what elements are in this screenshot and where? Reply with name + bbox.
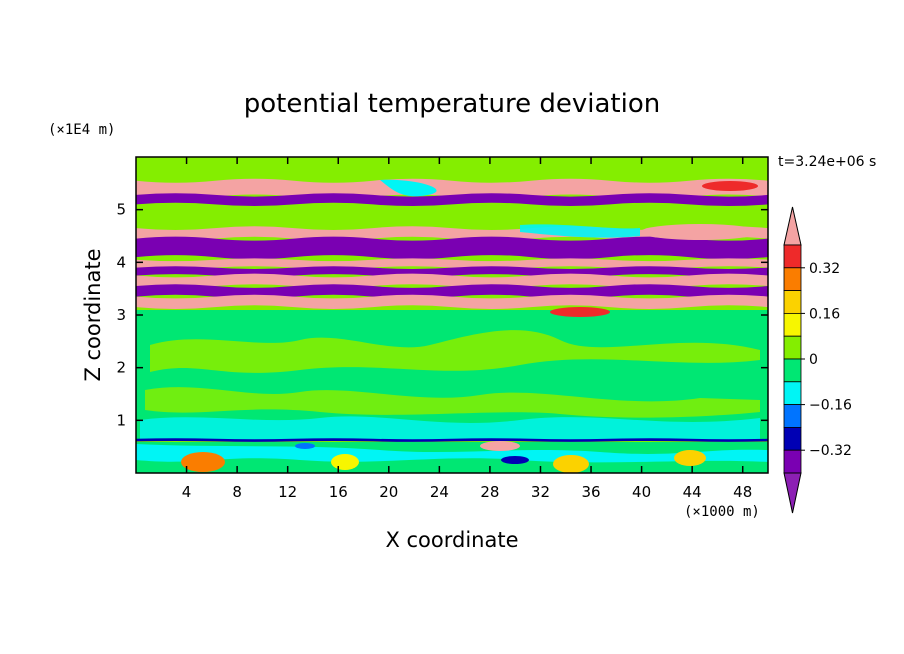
colorbar-segment — [783, 358, 802, 383]
bottom-hot-spot — [553, 455, 589, 473]
bottom-cyan — [136, 444, 768, 463]
contour-band — [136, 236, 768, 260]
x-tick-label: 40 — [632, 483, 651, 501]
colorbar: 0.32 0.16 0 −0.16 −0.32 — [783, 206, 852, 514]
y-axis: 1 2 3 4 5 — [116, 201, 768, 429]
colorbar-tick-label: 0.16 — [809, 306, 840, 322]
x-tick-label: 8 — [232, 483, 242, 501]
bottom-blue-patch — [501, 456, 529, 464]
y-tick-label: 4 — [116, 253, 126, 271]
contour-band — [136, 178, 768, 199]
contour-band — [136, 438, 768, 442]
y-axis-label: Z coordinate — [81, 248, 105, 381]
contour-band — [136, 273, 768, 288]
contour-band — [136, 294, 768, 309]
colorbar-segment — [783, 381, 802, 405]
x-tick-label: 16 — [329, 483, 348, 501]
colorbar-segment — [783, 290, 802, 314]
colorbar-tick-label: 0 — [809, 352, 818, 368]
upper-cyan-streak — [520, 224, 640, 238]
upper-pink-lens — [640, 224, 760, 240]
colorbar-segment — [783, 404, 802, 428]
colorbar-segment — [783, 312, 802, 337]
lower-field-cyan — [140, 416, 760, 440]
lower-field — [136, 310, 768, 440]
x-tick-label: 36 — [581, 483, 600, 501]
upper-cyan-streak — [380, 179, 437, 197]
y-unit-label: (×1E4 m) — [48, 122, 115, 138]
contour-band — [136, 258, 768, 269]
contour-band — [136, 266, 768, 277]
x-tick-label: 20 — [379, 483, 398, 501]
colorbar-segment — [783, 426, 802, 451]
x-tick-label: 44 — [683, 483, 702, 501]
contour-bands — [136, 178, 768, 442]
bottom-pink-patch — [480, 441, 520, 451]
x-axis-label: X coordinate — [385, 528, 518, 552]
colorbar-extend-top — [783, 206, 802, 246]
x-tick-label: 48 — [733, 483, 752, 501]
colorbar-tick-label: 0.32 — [809, 261, 840, 277]
x-tick-label: 4 — [182, 483, 192, 501]
colorbar-segment — [783, 449, 802, 474]
x-axis: 4 8 12 16 20 24 28 32 36 40 44 48 — [182, 157, 752, 501]
contour-band — [136, 284, 768, 299]
y-tick-label: 5 — [116, 201, 126, 219]
x-tick-label: 24 — [430, 483, 449, 501]
bottom-hot-spot — [181, 452, 225, 472]
bottom-blue-patch — [295, 443, 315, 449]
upper-red-spot — [702, 181, 758, 191]
x-unit-label: (×1000 m) — [684, 504, 760, 520]
bottom-hot-spot — [331, 454, 359, 470]
colorbar-segment — [783, 267, 802, 291]
colorbar-segment — [783, 335, 802, 360]
x-tick-label: 12 — [278, 483, 297, 501]
colorbar-segment — [783, 244, 802, 269]
contour-band — [136, 193, 768, 207]
plot-area — [136, 157, 768, 473]
upper-red-spot — [550, 307, 610, 317]
x-tick-label: 28 — [480, 483, 499, 501]
x-tick-label: 32 — [531, 483, 550, 501]
chart-title: potential temperature deviation — [244, 89, 660, 119]
time-label: t=3.24e+06 s — [778, 154, 876, 170]
colorbar-tick-label: −0.16 — [809, 398, 852, 414]
lower-field-patches-2 — [145, 387, 760, 418]
y-tick-label: 2 — [116, 359, 126, 377]
y-tick-label: 1 — [116, 411, 126, 429]
colorbar-extend-bottom — [783, 472, 802, 514]
colorbar-tick-label: −0.32 — [809, 443, 852, 459]
bottom-hot-spot — [674, 450, 706, 466]
lower-field-patches — [150, 330, 760, 373]
y-tick-label: 3 — [116, 306, 126, 324]
